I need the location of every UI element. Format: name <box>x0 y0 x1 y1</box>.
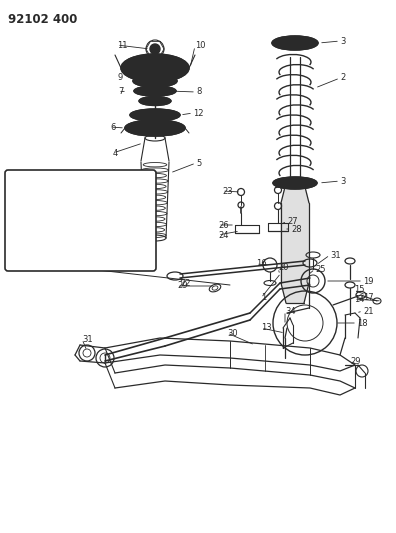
Ellipse shape <box>145 87 165 94</box>
Text: 31: 31 <box>330 251 341 260</box>
Ellipse shape <box>125 120 185 136</box>
Text: 28: 28 <box>291 224 302 233</box>
Text: 26: 26 <box>218 221 228 230</box>
Ellipse shape <box>134 86 176 96</box>
Text: 5: 5 <box>196 158 201 167</box>
Ellipse shape <box>133 75 177 87</box>
Text: 20: 20 <box>278 263 289 272</box>
Text: 31: 31 <box>82 335 93 343</box>
Text: 17: 17 <box>363 293 373 302</box>
Text: 1: 1 <box>261 294 266 303</box>
Text: 34: 34 <box>285 306 296 316</box>
Text: 19: 19 <box>363 277 373 286</box>
Text: 18: 18 <box>13 181 24 190</box>
Text: 33: 33 <box>68 256 79 265</box>
Text: 32: 32 <box>13 192 24 201</box>
Text: 21: 21 <box>363 306 373 316</box>
Text: 29: 29 <box>350 357 360 366</box>
Text: 27: 27 <box>287 216 298 225</box>
Text: 23: 23 <box>222 187 232 196</box>
Ellipse shape <box>121 54 189 82</box>
Text: 25: 25 <box>315 264 326 273</box>
Text: 12: 12 <box>193 109 204 117</box>
Ellipse shape <box>272 36 318 50</box>
Ellipse shape <box>139 96 171 106</box>
Text: 13: 13 <box>261 324 272 333</box>
Text: 9: 9 <box>118 74 123 83</box>
Text: 2: 2 <box>340 74 345 83</box>
Text: 10: 10 <box>195 42 206 51</box>
Circle shape <box>150 44 160 54</box>
Ellipse shape <box>273 177 317 189</box>
Ellipse shape <box>130 109 180 121</box>
Text: 15: 15 <box>354 286 364 295</box>
Text: 11: 11 <box>117 41 128 50</box>
Circle shape <box>291 39 299 47</box>
Text: 23: 23 <box>274 181 285 190</box>
Text: 29: 29 <box>177 281 187 290</box>
Text: 8: 8 <box>196 87 202 96</box>
Text: 24: 24 <box>218 230 228 239</box>
Text: 14: 14 <box>354 295 364 303</box>
Text: 16: 16 <box>256 260 267 269</box>
Text: 3: 3 <box>340 36 345 45</box>
Text: 7: 7 <box>118 87 124 96</box>
FancyBboxPatch shape <box>5 170 156 271</box>
Text: 4: 4 <box>113 149 118 157</box>
Circle shape <box>147 60 163 76</box>
Text: 18: 18 <box>357 319 367 327</box>
Text: 92102 400: 92102 400 <box>8 13 77 26</box>
Polygon shape <box>281 183 309 303</box>
Text: 3: 3 <box>340 176 345 185</box>
Text: 22: 22 <box>180 279 190 288</box>
Text: 30: 30 <box>227 328 238 337</box>
Text: 6: 6 <box>110 123 115 132</box>
